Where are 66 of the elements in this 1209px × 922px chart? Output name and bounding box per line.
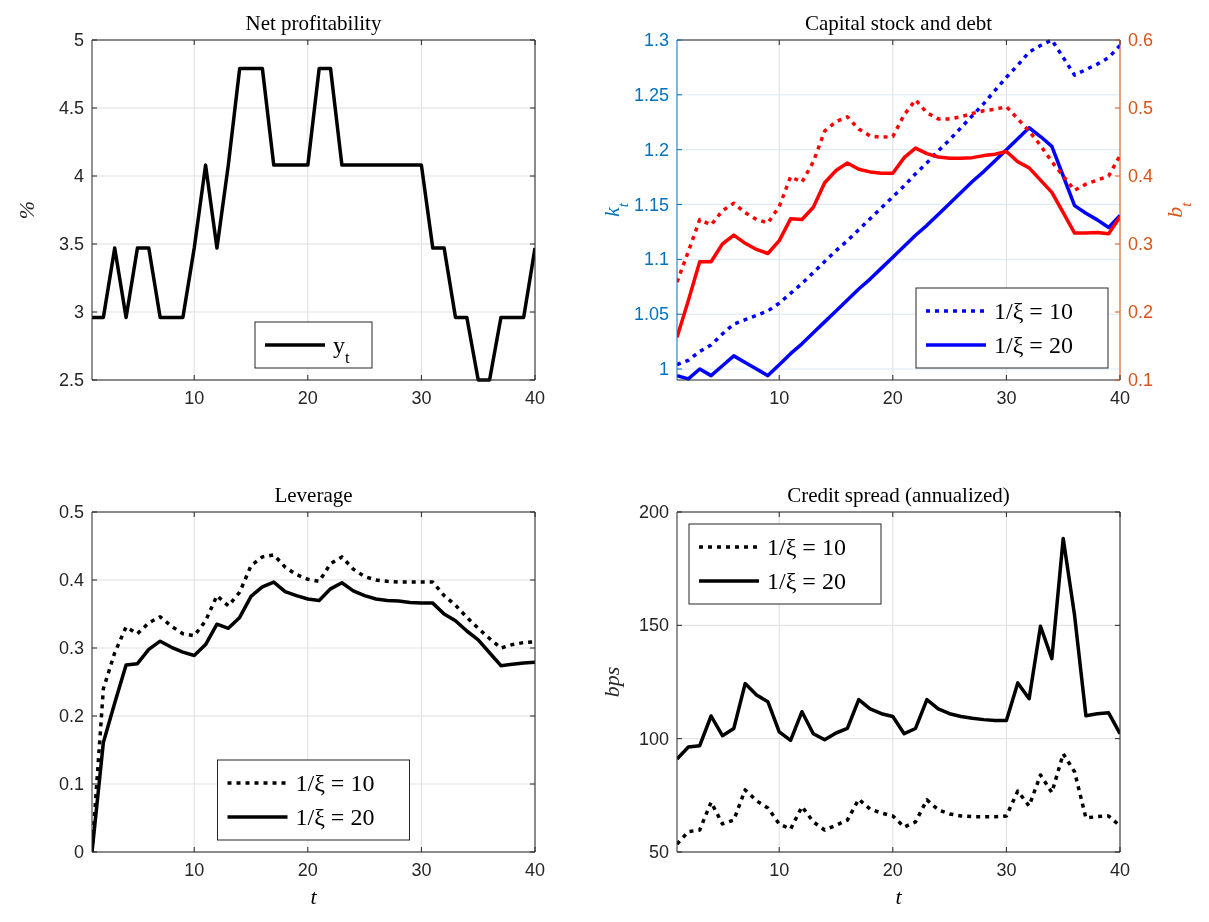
x-tick-label: 40 xyxy=(1109,860,1131,880)
chart-title: Net profitability xyxy=(245,11,382,35)
y-tick-label: 50 xyxy=(648,842,669,862)
y-tick-label: 0.1 xyxy=(58,774,84,794)
legend-label: 1/ξ = 10 xyxy=(767,534,846,560)
y-tick-label: 1.2 xyxy=(643,139,669,160)
y-tick-label: 0.3 xyxy=(58,638,84,658)
x-tick-label: 20 xyxy=(882,388,903,408)
y-tick-label: 1.1 xyxy=(643,249,669,270)
y-tick-label: 0.5 xyxy=(58,502,84,522)
y-tick-label: 3 xyxy=(73,302,84,322)
y-tick-label: 100 xyxy=(638,728,669,749)
y-tick-label: 150 xyxy=(638,615,669,636)
line-series xyxy=(677,752,1120,846)
y-tick-label: 3.5 xyxy=(58,234,84,254)
x-tick-label: 30 xyxy=(996,860,1017,880)
legend-label: 1/ξ = 20 xyxy=(295,804,375,830)
y-tick-label: 0.2 xyxy=(58,706,84,726)
x-tick-label: 10 xyxy=(184,860,205,880)
line-series xyxy=(677,98,1120,284)
legend-label: 1/ξ = 20 xyxy=(994,332,1073,358)
y-tick-label: 1.3 xyxy=(643,30,669,50)
line-series xyxy=(677,125,1120,381)
line-series xyxy=(677,38,1120,367)
legend-label: y$_{t}$ xyxy=(333,332,350,367)
chart-title: Credit spread (annualized) xyxy=(787,483,1010,507)
y-tick-label: 4 xyxy=(73,166,84,186)
legend-label: 1/ξ = 10 xyxy=(295,770,375,796)
y-tick-label: 1.15 xyxy=(633,194,669,215)
x-tick-label: 20 xyxy=(882,860,903,880)
x-tick-label: 10 xyxy=(769,388,790,408)
y-tick-label: 1 xyxy=(658,359,669,380)
y2-tick-label: 0.6 xyxy=(1128,30,1154,50)
line-series xyxy=(677,536,1120,761)
y2-tick-label: 0.5 xyxy=(1128,98,1154,118)
y-tick-label: 2.5 xyxy=(58,370,84,390)
chart-title: Leverage xyxy=(274,483,353,507)
y2-tick-label: 0.1 xyxy=(1128,370,1154,390)
y2-tick-label: 0.2 xyxy=(1128,302,1154,322)
x-tick-label: 40 xyxy=(1109,388,1131,408)
x-tick-label: 40 xyxy=(524,388,546,408)
y-axis-title: % xyxy=(14,200,39,220)
x-tick-label: 20 xyxy=(297,388,318,408)
legend-label: 1/ξ = 20 xyxy=(767,568,846,594)
x-axis-title: t xyxy=(895,884,903,909)
legend-label: 1/ξ = 10 xyxy=(994,298,1073,324)
y-tick-label: 200 xyxy=(638,502,669,522)
x-tick-label: 30 xyxy=(411,388,432,408)
y-tick-label: 0.4 xyxy=(58,570,84,590)
y-tick-label: 1.05 xyxy=(633,304,669,325)
y-axis-title: bps xyxy=(599,666,624,698)
x-tick-label: 10 xyxy=(184,388,205,408)
x-axis-title: t xyxy=(310,884,318,909)
x-tick-label: 20 xyxy=(297,860,318,880)
y-tick-label: 4.5 xyxy=(58,98,84,118)
x-tick-label: 10 xyxy=(769,860,790,880)
y-tick-label: 1.25 xyxy=(633,84,669,105)
y-tick-label: 5 xyxy=(73,30,84,50)
x-tick-label: 30 xyxy=(411,860,432,880)
chart-title: Capital stock and debt xyxy=(804,11,993,35)
y-tick-label: 0 xyxy=(73,842,84,862)
x-tick-label: 30 xyxy=(996,388,1017,408)
y2-tick-label: 0.3 xyxy=(1128,234,1154,254)
x-tick-label: 40 xyxy=(524,860,546,880)
y2-tick-label: 0.4 xyxy=(1128,166,1154,186)
line-series xyxy=(677,146,1120,339)
